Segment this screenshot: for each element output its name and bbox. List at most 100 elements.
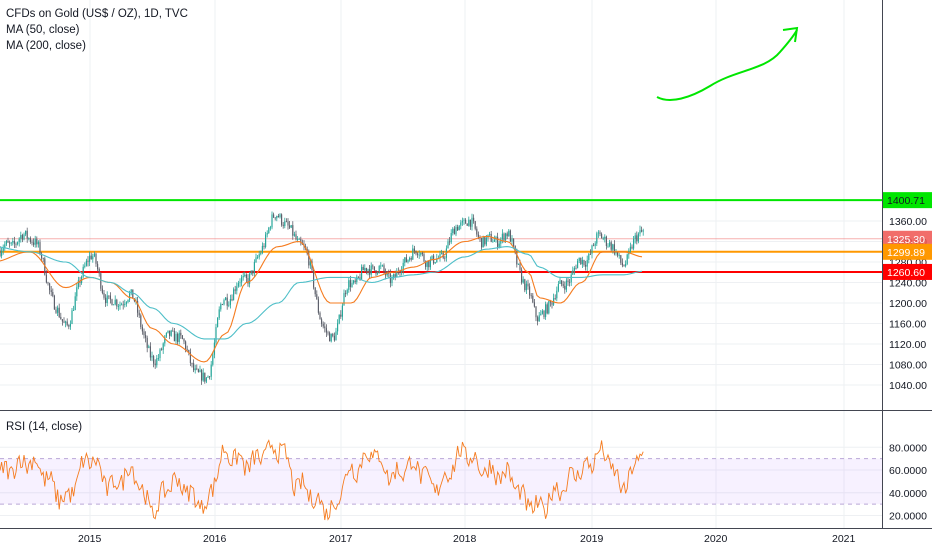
candle <box>349 280 351 288</box>
candle <box>293 234 295 236</box>
candle <box>319 312 321 320</box>
candle <box>154 363 156 366</box>
candle <box>234 289 236 291</box>
candle <box>527 283 529 287</box>
candle <box>165 332 167 337</box>
candle <box>197 369 199 373</box>
candle <box>500 239 502 244</box>
candle <box>253 262 255 274</box>
candle <box>260 252 262 255</box>
candle <box>508 230 510 237</box>
candle <box>186 349 188 351</box>
candle <box>565 280 567 290</box>
candle <box>436 258 438 263</box>
candle <box>33 242 35 245</box>
level-tag <box>883 192 932 209</box>
candle <box>415 250 417 254</box>
candle <box>71 310 73 324</box>
rsi-band <box>0 458 882 505</box>
price-tick-label: 1240.00 <box>889 278 927 290</box>
candle <box>367 269 369 272</box>
candle <box>290 225 292 228</box>
candle <box>623 265 625 267</box>
candle <box>541 310 543 314</box>
time-tick-label: 2017 <box>329 533 353 545</box>
candle <box>636 235 638 242</box>
candle <box>178 332 180 342</box>
candle <box>269 227 271 229</box>
candle <box>189 352 191 364</box>
candle <box>372 265 374 267</box>
candle <box>277 215 279 218</box>
candle <box>524 279 526 291</box>
candle <box>332 333 334 337</box>
candle <box>25 230 27 235</box>
candle <box>193 363 195 371</box>
candle <box>537 317 539 322</box>
candle <box>572 270 574 275</box>
candle <box>588 253 590 260</box>
candle <box>185 341 187 350</box>
candle <box>540 313 542 316</box>
candle <box>10 242 12 244</box>
candle <box>617 251 619 256</box>
candle <box>365 268 367 272</box>
candle <box>581 260 583 265</box>
candle <box>361 266 363 280</box>
candle <box>525 283 527 291</box>
candle <box>55 309 57 313</box>
candle <box>369 269 371 275</box>
candle <box>9 242 11 244</box>
candle <box>196 368 198 370</box>
candle <box>402 262 404 271</box>
candle <box>356 276 358 282</box>
candle <box>399 272 401 274</box>
candle <box>530 295 532 297</box>
candle <box>60 316 62 320</box>
candle <box>621 262 623 266</box>
candle <box>13 241 15 244</box>
candle <box>505 233 507 241</box>
candle <box>583 260 585 265</box>
time-tick-label: 2016 <box>203 533 227 545</box>
candle <box>452 228 454 234</box>
candle <box>57 307 59 313</box>
candle <box>309 261 311 266</box>
candle <box>148 346 150 348</box>
candle <box>15 243 17 245</box>
candle <box>34 238 36 245</box>
candle <box>609 242 611 246</box>
candle <box>68 325 70 327</box>
candle <box>503 233 505 241</box>
candle <box>188 349 190 353</box>
candle <box>348 280 350 290</box>
candle <box>316 294 318 300</box>
candle <box>245 274 247 279</box>
arrow-stroke <box>656 29 798 101</box>
candle <box>271 214 273 228</box>
candle <box>434 262 436 264</box>
candle <box>233 289 235 301</box>
candle <box>489 233 491 235</box>
candle <box>383 265 385 272</box>
candle <box>36 238 38 245</box>
candle <box>50 290 52 293</box>
arrow-annotation <box>656 26 799 101</box>
candle <box>362 266 364 271</box>
candle <box>405 257 407 263</box>
candle <box>341 305 343 317</box>
candle <box>140 315 142 327</box>
level-tag <box>883 230 932 247</box>
price-tick-label: 1160.00 <box>889 319 926 331</box>
candle <box>201 370 203 381</box>
candle <box>327 332 329 334</box>
candle <box>639 230 641 234</box>
candle <box>162 343 164 350</box>
price-tick-label: 1360.00 <box>889 216 927 228</box>
candle <box>631 246 633 249</box>
candle <box>124 303 126 306</box>
candle <box>285 221 287 223</box>
candle <box>599 232 601 234</box>
